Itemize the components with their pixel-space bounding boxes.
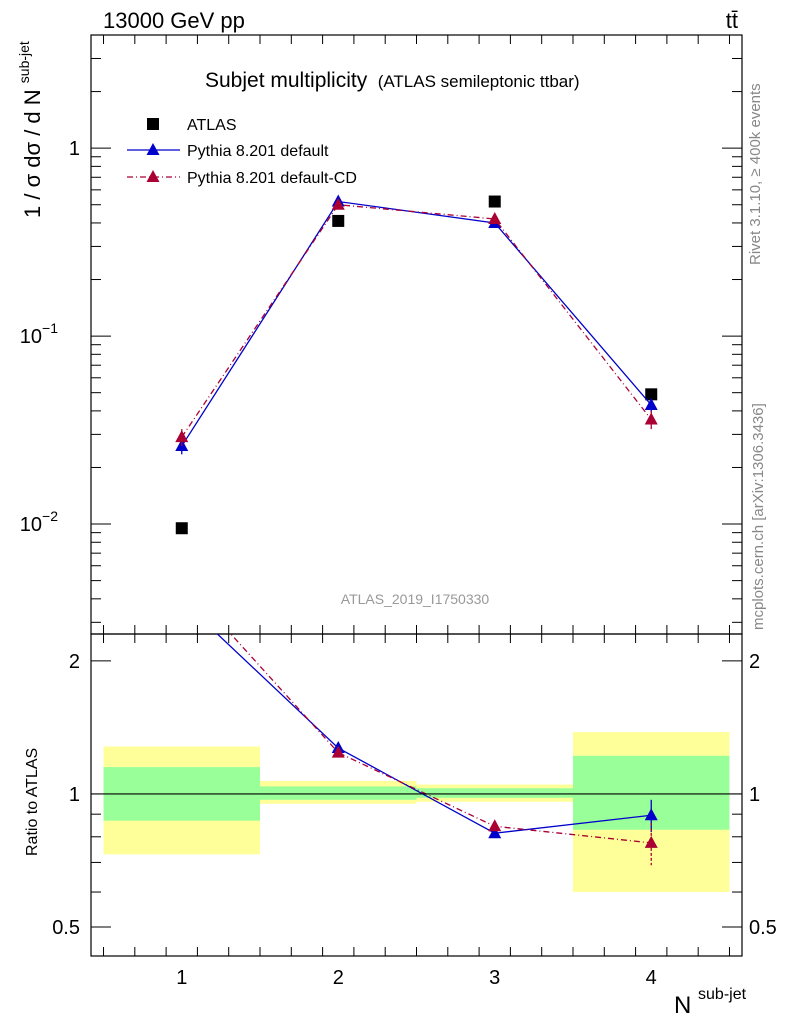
main-y-axis-label-sup: sub-jet (16, 41, 32, 83)
ratio-ytick-label: 1 (69, 784, 80, 806)
main-point-atlas (175, 522, 188, 535)
band-inner-2 (260, 786, 417, 800)
xtick-label: 4 (646, 967, 657, 989)
ratio-ytick-label-right: 0.5 (749, 917, 777, 939)
main-ytick-label-exp: −2 (42, 508, 58, 524)
legend: ATLAS Pythia 8.201 default Pythia 8.201 de… (127, 117, 357, 187)
xtick-label: 3 (489, 967, 500, 989)
main-point-3 (331, 197, 345, 210)
main-point-3 (175, 430, 189, 443)
main-ytick-label: 1 (69, 138, 80, 160)
main-point-atlas (488, 195, 501, 208)
ratio-ytick-label-right: 1 (749, 784, 760, 806)
ratio-y-tick-labels: 0.5 0.5 1 1 2 2 (52, 651, 777, 939)
plot-title-main: Subjet multiplicity (205, 69, 368, 92)
legend-label-1: ATLAS (187, 117, 237, 134)
mcplots-label: mcplots.cern.ch [arXiv:1306.3436] (750, 403, 767, 630)
main-ytick-label: 10−1 (20, 320, 58, 348)
ratio-point-2 (644, 835, 658, 848)
ratio-point-2 (175, 573, 188, 585)
ratio-ytick-label-right: 2 (749, 651, 760, 673)
xtick-label: 2 (333, 967, 344, 989)
plot-title: Subjet multiplicity (ATLAS semileptonic … (205, 69, 580, 92)
energy-label: 13000 GeV pp (103, 8, 245, 33)
main-ytick-label-base: 10 (20, 514, 42, 536)
main-point-3 (644, 412, 658, 425)
main-ytick-label-exp: −1 (42, 320, 58, 336)
ratio-point-1 (175, 593, 188, 605)
process-label: tt̄ (726, 8, 738, 33)
main-ytick-label: 10−2 (20, 508, 58, 536)
main-y-tick-labels: 10−210−11 (20, 138, 80, 536)
xtick-label: 1 (176, 967, 187, 989)
ratio-point-2 (488, 819, 502, 832)
x-axis-label-text: N (674, 992, 691, 1019)
ratio-ytick-label: 0.5 (52, 917, 80, 939)
main-point-atlas (332, 214, 345, 227)
legend-label-2: Pythia 8.201 default (187, 143, 329, 160)
ratio-y-axis-label: Ratio to ATLAS (24, 748, 41, 856)
main-axis-ticks (91, 34, 742, 634)
legend-marker-3 (146, 170, 160, 182)
main-data-layer (175, 194, 658, 535)
main-y-axis-label-text: 1 / σ dσ / d N (20, 89, 45, 218)
band-inner-3 (416, 788, 573, 798)
plot-title-sub: (ATLAS semileptonic ttbar) (378, 72, 580, 91)
ratio-point-1 (488, 826, 502, 839)
ratio-uncertainty-bands (103, 732, 730, 893)
legend-marker-atlas (147, 118, 159, 130)
legend-label-3: Pythia 8.201 default-CD (187, 170, 357, 187)
ratio-series-line-1 (216, 634, 652, 834)
main-point-3 (488, 211, 502, 224)
main-point-2 (644, 397, 658, 410)
ratio-data-layer (175, 573, 658, 866)
ratio-ytick-label: 2 (69, 651, 80, 673)
main-series-line-2 (181, 200, 652, 447)
x-axis-label-sup: sub-jet (698, 986, 747, 1003)
main-ytick-label-base: 1 (69, 138, 80, 160)
ratio-point-2 (331, 745, 345, 758)
main-y-axis-label: 1 / σ dσ / d N sub-jet (16, 41, 45, 218)
main-point-atlas (645, 388, 658, 401)
watermark-label: ATLAS_2019_I1750330 (341, 591, 490, 607)
x-axis-label: N sub-jet (674, 986, 747, 1019)
main-ytick-label-base: 10 (20, 326, 42, 348)
ratio-point-1 (644, 808, 658, 821)
legend-marker-2 (146, 143, 160, 155)
ratio-series-line-2 (229, 634, 652, 844)
main-series-line-3 (181, 204, 652, 438)
x-tick-labels: 1 2 3 4 (176, 967, 657, 989)
rivet-version-label: Rivet 3.1.10, ≥ 400k events (747, 83, 764, 265)
